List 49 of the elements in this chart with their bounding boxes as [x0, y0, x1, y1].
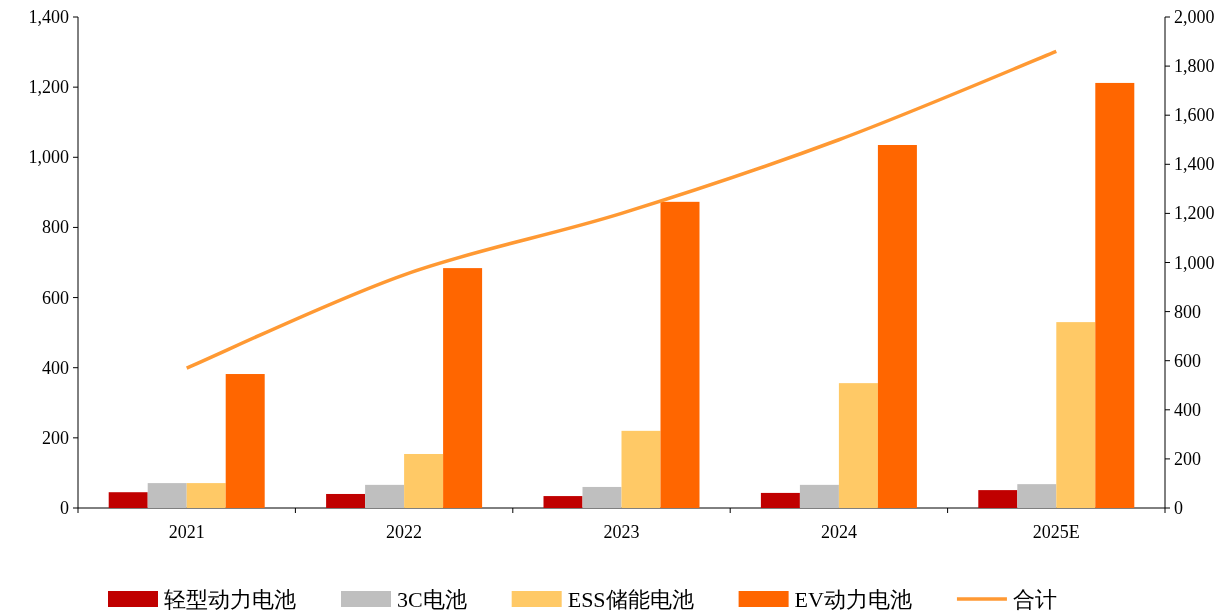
bar [1095, 82, 1135, 508]
bar [760, 492, 800, 508]
legend-label: 合计 [1012, 587, 1057, 612]
bar [660, 201, 700, 508]
x-tick-label: 2021 [168, 522, 205, 542]
y-tick-label: 0 [60, 498, 69, 518]
legend-label: ESS储能电池 [567, 587, 694, 612]
bar [1056, 322, 1096, 508]
x-tick-label: 2022 [386, 522, 423, 542]
y2-tick-label: 0 [1174, 498, 1183, 518]
bar [582, 486, 622, 508]
x-tick-label: 2023 [603, 522, 640, 542]
y2-tick-label: 1,800 [1174, 56, 1215, 77]
y-tick-label: 1,400 [28, 7, 69, 27]
y2-tick-label: 1,600 [1174, 105, 1215, 126]
legend-label: 3C电池 [397, 587, 467, 612]
y2-tick-label: 400 [1174, 399, 1201, 420]
y2-tick-label: 1,000 [1174, 252, 1215, 273]
bar [147, 483, 187, 508]
bar [877, 145, 917, 508]
bar [621, 430, 661, 508]
bar [799, 484, 839, 508]
y2-tick-label: 2,000 [1174, 7, 1215, 27]
bar [108, 492, 148, 508]
bar [186, 483, 226, 508]
x-tick-label: 2025E [1032, 522, 1080, 542]
bar [1017, 484, 1057, 508]
legend-label: EV动力电池 [794, 587, 912, 612]
bar [543, 496, 583, 508]
y-tick-label: 800 [42, 217, 69, 238]
bar [404, 453, 444, 508]
y-tick-label: 1,200 [28, 77, 69, 98]
y2-tick-label: 800 [1174, 301, 1201, 322]
bar [365, 484, 405, 508]
y2-tick-label: 1,200 [1174, 203, 1215, 224]
bar [326, 493, 366, 508]
x-tick-label: 2024 [820, 522, 857, 542]
bar [443, 268, 483, 508]
y-tick-label: 600 [42, 287, 69, 308]
bar [838, 383, 878, 508]
y2-tick-label: 600 [1174, 350, 1201, 371]
y2-tick-label: 1,400 [1174, 154, 1215, 175]
bar [978, 490, 1018, 508]
bar [225, 374, 265, 508]
y-tick-label: 1,000 [28, 147, 69, 168]
y-tick-label: 400 [42, 357, 69, 378]
y2-tick-label: 200 [1174, 448, 1201, 469]
legend-label: 轻型动力电池 [164, 587, 296, 612]
y-tick-label: 200 [42, 427, 69, 448]
